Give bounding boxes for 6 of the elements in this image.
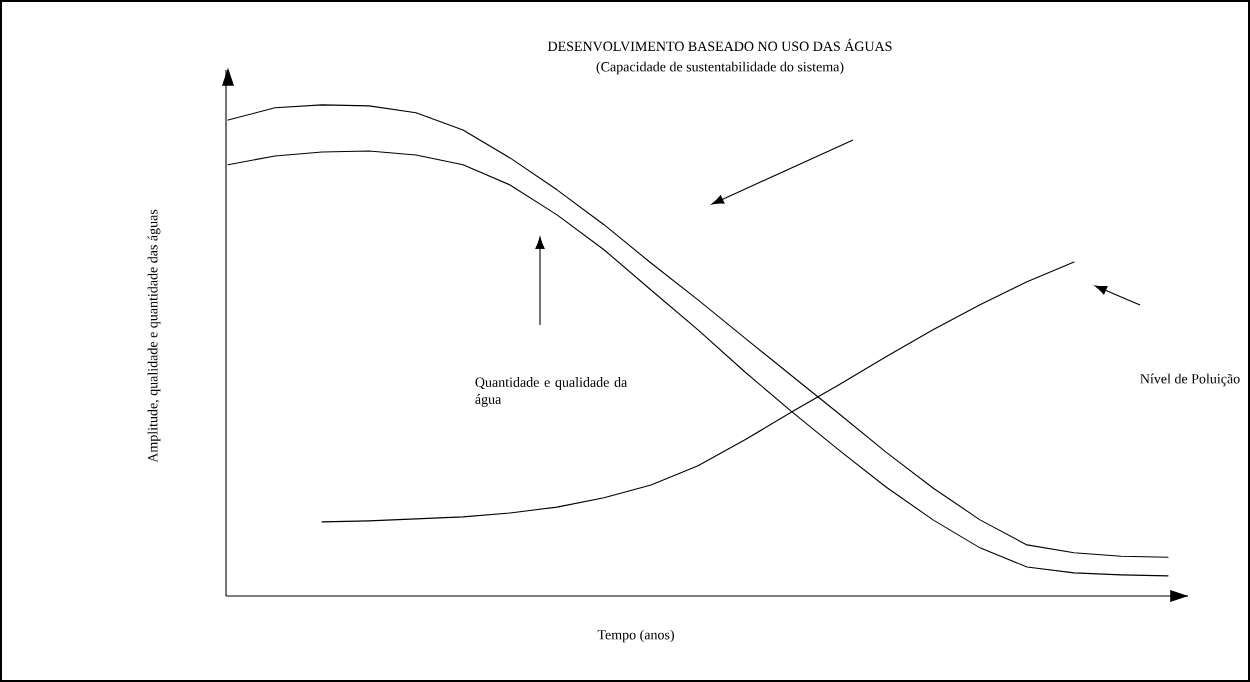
annotation: Quantidade e qualidade da água bbox=[475, 377, 628, 407]
text: (Capacidade de sustentabilidade do sistema) bbox=[596, 61, 844, 75]
x-axis-title: Tempo (anos) bbox=[597, 629, 674, 643]
y-axis-title: Amplitude, qualidade e quantidade das águas bbox=[147, 209, 161, 463]
annotation: Nível de Poluição bbox=[1140, 373, 1240, 387]
text: DESENVOLVIMENTO BASEADO NO USO DAS ÁGUAS bbox=[547, 38, 892, 52]
